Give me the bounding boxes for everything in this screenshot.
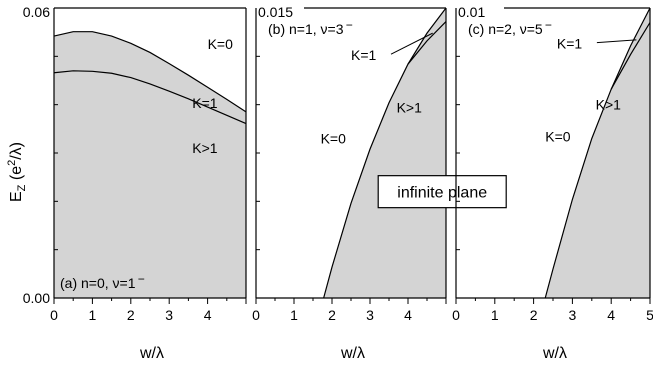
x-tick-label: 0 bbox=[452, 307, 460, 323]
curve-line-0 bbox=[544, 7, 651, 299]
curve-line-1 bbox=[53, 70, 247, 125]
x-axis-label: w/λ bbox=[542, 345, 567, 362]
y-tick-label: 0.015 bbox=[258, 4, 293, 20]
x-tick-label: 1 bbox=[491, 307, 499, 323]
label-pointer-line bbox=[390, 32, 433, 55]
annotation-box bbox=[377, 175, 507, 209]
panel-label-superscript: − bbox=[346, 18, 353, 32]
curve-line-0 bbox=[53, 31, 247, 113]
panel-label-superscript: − bbox=[545, 18, 552, 32]
curve-label-k1: K=1 bbox=[192, 95, 218, 111]
annotation-text: infinite plane bbox=[397, 185, 487, 202]
curve-label-k0: K=0 bbox=[208, 36, 234, 52]
filled-region bbox=[545, 8, 650, 298]
filled-region bbox=[54, 31, 246, 299]
label-pointer-line bbox=[596, 39, 637, 44]
y-tick-label: 0.01 bbox=[458, 4, 485, 20]
panel-label-superscript: − bbox=[138, 272, 145, 286]
y-axis-label: EZ (e2/λ) bbox=[6, 142, 28, 202]
y-tick-label: 0.00 bbox=[23, 290, 50, 306]
x-tick-label: 2 bbox=[127, 307, 135, 323]
panel-c: 0 1 2 3 4 5 0.01 w/λ (c) n=2, ν=5 −K=1 K>1 K=0 bbox=[452, 4, 653, 362]
curve-line-0 bbox=[323, 7, 447, 299]
panel-b: 0 1 2 3 4 0.015 w/λ (b) n=1, ν=3 − K=1 K>1 K=0 infin… bbox=[252, 4, 507, 362]
x-tick-label: 2 bbox=[530, 307, 538, 323]
curve-label-k1: K=1 bbox=[557, 36, 583, 52]
x-tick-label: 4 bbox=[404, 307, 412, 323]
curve-line-1 bbox=[407, 21, 447, 65]
curve-line-1 bbox=[610, 22, 651, 90]
x-axis-label: w/λ bbox=[340, 345, 365, 362]
curve-label-k0: K=0 bbox=[321, 130, 347, 146]
panel-label: (c) n=2, ν=5 bbox=[468, 21, 543, 37]
x-tick-label: 0 bbox=[50, 307, 58, 323]
x-tick-label: 5 bbox=[646, 307, 653, 323]
y-tick-label: 0.06 bbox=[23, 4, 50, 20]
x-tick-label: 3 bbox=[569, 307, 577, 323]
x-tick-label: 4 bbox=[607, 307, 615, 323]
curve-label-k1: K>1 bbox=[192, 140, 218, 156]
curve-label-k1: K>1 bbox=[397, 99, 423, 115]
filled-region bbox=[323, 8, 446, 298]
x-tick-label: 1 bbox=[89, 307, 97, 323]
x-tick-label: 2 bbox=[328, 307, 336, 323]
x-tick-label: 3 bbox=[366, 307, 374, 323]
x-axis-label: w/λ bbox=[139, 345, 164, 362]
curve-label-k1: K>1 bbox=[596, 97, 622, 113]
panel-label: (b) n=1, ν=3 bbox=[268, 21, 344, 37]
panel-a: 0 1 2 3 4 0.00 0.06 w/λ (a) n=0, ν=1 − K=0 K=1 K>1 bbox=[23, 4, 247, 362]
x-tick-label: 0 bbox=[252, 307, 260, 323]
x-tick-label: 4 bbox=[204, 307, 212, 323]
x-tick-label: 3 bbox=[165, 307, 173, 323]
panel-label: (a) n=0, ν=1 bbox=[60, 275, 136, 291]
curve-label-k0: K=0 bbox=[545, 128, 571, 144]
curve-label-k1: K=1 bbox=[351, 47, 377, 63]
x-tick-label: 1 bbox=[290, 307, 298, 323]
